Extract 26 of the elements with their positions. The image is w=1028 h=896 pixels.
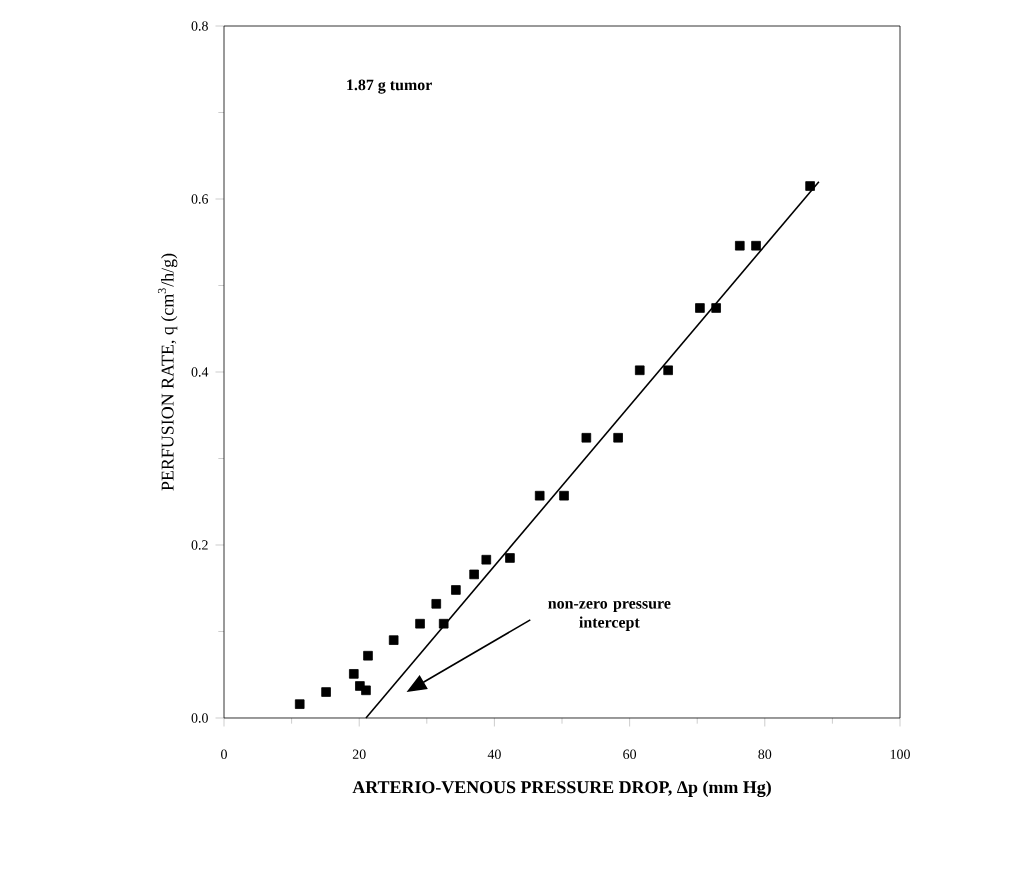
- point: [469, 569, 479, 580]
- point: [559, 490, 569, 501]
- point: [361, 685, 371, 696]
- y-axis-title: PERFUSION RATE, q (cm$^{3}$/h/g): [157, 253, 178, 491]
- point: [735, 240, 745, 251]
- point: [534, 490, 545, 501]
- point: [349, 669, 359, 679]
- point: [805, 181, 815, 191]
- point: [431, 599, 442, 609]
- point: [613, 432, 623, 443]
- point: [711, 303, 721, 313]
- point: [451, 585, 461, 595]
- point: [388, 635, 399, 645]
- point: [634, 365, 645, 376]
- point: [363, 650, 373, 661]
- point: [695, 303, 705, 313]
- point: [481, 554, 492, 565]
- point: [294, 699, 305, 709]
- point: [751, 240, 761, 251]
- point: [415, 618, 425, 629]
- point: [663, 365, 673, 376]
- point: [505, 553, 515, 563]
- point: [321, 687, 331, 697]
- x-axis-title: ARTERIO-VENOUS PRESSURE DROP, Δp (mm Hg): [352, 780, 771, 798]
- point: [438, 618, 449, 629]
- point: [581, 432, 592, 443]
